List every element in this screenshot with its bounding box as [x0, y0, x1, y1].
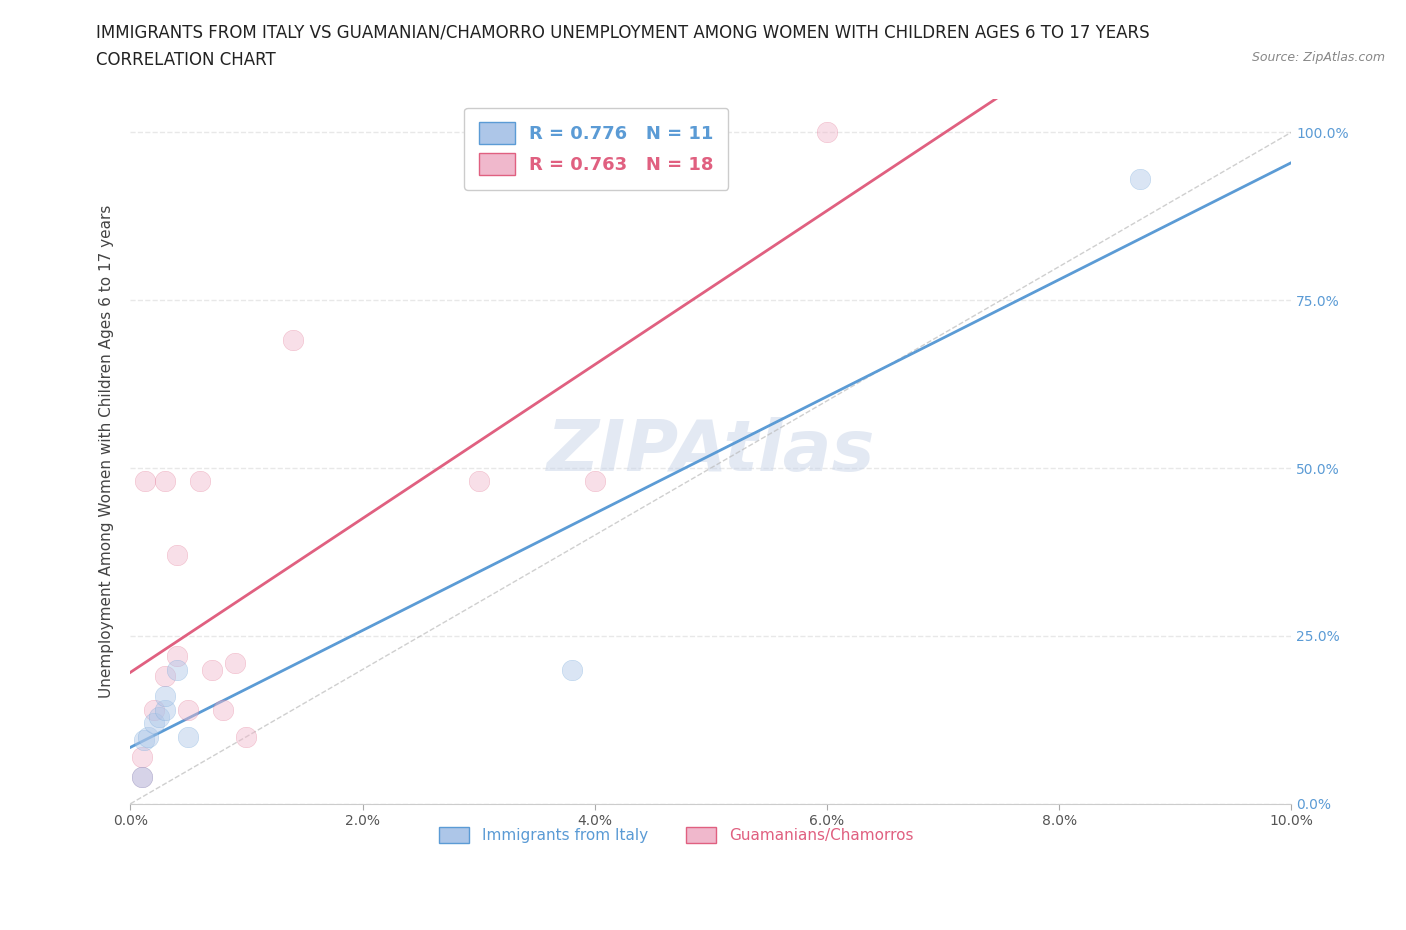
Text: Source: ZipAtlas.com: Source: ZipAtlas.com	[1251, 51, 1385, 64]
Text: ZIPAtlas: ZIPAtlas	[547, 417, 875, 485]
Point	[177, 702, 200, 717]
Point	[142, 716, 165, 731]
Point	[212, 702, 235, 717]
Point	[166, 648, 188, 663]
Point	[583, 474, 606, 489]
Point	[131, 769, 153, 784]
Point	[148, 709, 170, 724]
Point	[166, 662, 188, 677]
Point	[134, 733, 156, 748]
Point	[224, 656, 246, 671]
Point	[153, 702, 176, 717]
Point	[235, 729, 257, 744]
Point	[177, 729, 200, 744]
Legend: Immigrants from Italy, Guamanians/Chamorros: Immigrants from Italy, Guamanians/Chamor…	[433, 821, 920, 849]
Point	[153, 474, 176, 489]
Point	[131, 750, 153, 764]
Point	[134, 474, 156, 489]
Point	[136, 729, 159, 744]
Y-axis label: Unemployment Among Women with Children Ages 6 to 17 years: Unemployment Among Women with Children A…	[100, 205, 114, 698]
Text: CORRELATION CHART: CORRELATION CHART	[96, 51, 276, 69]
Point	[467, 474, 489, 489]
Point	[281, 333, 304, 348]
Point	[1129, 172, 1152, 187]
Point	[560, 662, 582, 677]
Point	[153, 689, 176, 704]
Point	[188, 474, 211, 489]
Point	[166, 548, 188, 563]
Point	[815, 125, 838, 140]
Point	[131, 769, 153, 784]
Point	[200, 662, 222, 677]
Point	[142, 702, 165, 717]
Text: IMMIGRANTS FROM ITALY VS GUAMANIAN/CHAMORRO UNEMPLOYMENT AMONG WOMEN WITH CHILDR: IMMIGRANTS FROM ITALY VS GUAMANIAN/CHAMO…	[96, 23, 1149, 41]
Point	[153, 669, 176, 684]
